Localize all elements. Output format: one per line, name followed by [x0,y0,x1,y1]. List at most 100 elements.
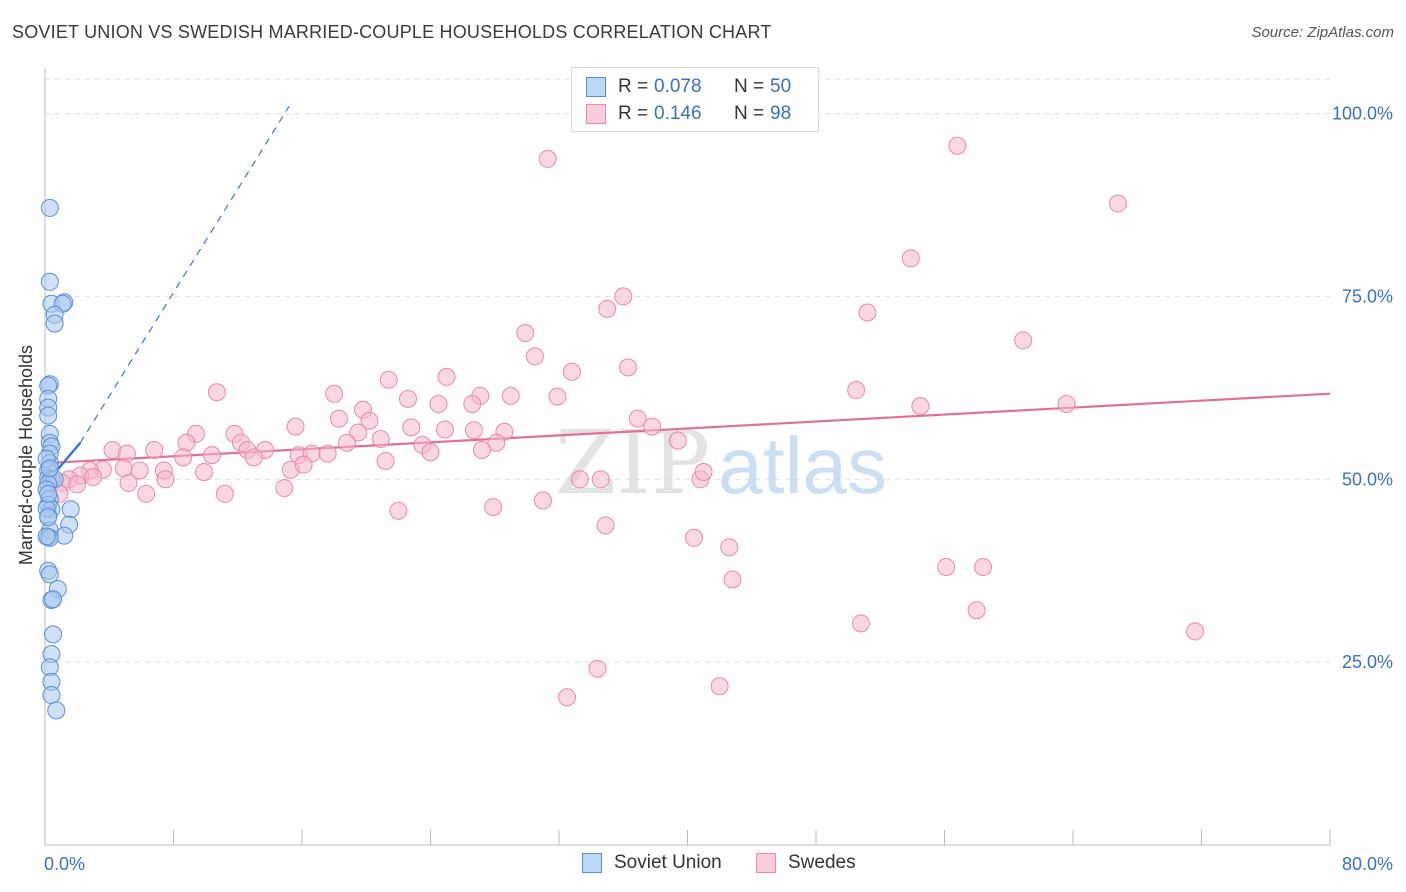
watermark-atlas: atlas [718,421,887,510]
swedes-point [643,417,662,436]
swedes-point [195,462,214,481]
n-value: 98 [770,103,792,124]
y-tick-label: 50.0% [1342,469,1393,489]
soviet-union-swatch [586,77,606,97]
swedes-point [487,433,506,452]
swedes-swatch [756,853,776,873]
gridlines [45,78,1330,663]
soviet-union-point [40,272,59,291]
legend-row-soviet-union: R = 0.078 N = 50 [586,75,791,99]
soviet-union-point [37,527,56,546]
swedes-point [484,498,503,517]
r-value: 0.146 [654,103,702,124]
soviet-union-point [42,686,61,705]
swedes-point [337,433,356,452]
swedes-point [525,347,544,366]
swedes-point [614,287,633,306]
swedes-point [203,446,222,465]
swedes-point [402,418,421,437]
swedes-point [858,303,877,322]
swedes-point [851,614,870,633]
r-value: 0.078 [654,76,702,97]
swedes-point [948,136,967,155]
swedes-point [591,470,610,489]
swedes-point [207,383,226,402]
swedes-point [421,443,440,462]
soviet-union-swatch [582,853,602,873]
swedes-point [1108,194,1127,213]
swedes-point [694,462,713,481]
x-tick-label: 80.0% [1342,854,1393,874]
soviet-union-point [40,198,59,217]
swedes-point [215,484,234,503]
soviet-union-points [37,198,80,720]
swedes-point [244,448,263,467]
swedes-point [117,444,136,463]
series-legend: Soviet Union Swedes [0,852,1406,878]
soviet-union-point [39,406,58,425]
swedes-point [501,386,520,405]
swedes-point [137,484,156,503]
n-label: N = [734,76,765,97]
swedes-point [974,558,993,577]
swedes-point [538,149,557,168]
soviet-union-point [44,590,63,609]
swedes-point [710,677,729,696]
swedes-points [50,103,1205,707]
swedes-point [472,441,491,460]
y-axis-label: Married-couple Households [16,345,36,565]
swedes-point [119,473,138,492]
swedes-point [847,381,866,400]
y-tick-label: 75.0% [1342,286,1393,306]
legend-item-swedes[interactable]: Swedes [756,852,856,874]
soviet-union-point [39,508,58,527]
swedes-point [130,461,149,480]
swedes-point [399,389,418,408]
swedes-point [619,358,638,377]
legend-item-soviet-union[interactable]: Soviet Union [582,852,722,874]
swedes-point [174,448,193,467]
swedes-point [1014,331,1033,350]
r-label: R = [618,103,649,124]
soviet-union-point [45,314,64,333]
swedes-point [516,324,535,342]
swedes-point [562,362,581,381]
soviet-union-trend-extension [79,105,290,444]
soviet-union-point [44,625,63,644]
y-tick-label: 100.0% [1332,104,1393,124]
swedes-point [329,409,348,428]
swedes-point [376,452,395,470]
tick-labels: 25.0% 50.0% 75.0% 100.0% 0.0% 80.0% [44,104,1393,874]
swedes-point [967,601,986,620]
swedes-point [1057,394,1076,413]
swedes-point [901,249,920,268]
swedes-point [325,384,344,403]
legend-label: Soviet Union [614,852,722,873]
swedes-point [177,433,196,452]
swedes-point [429,394,448,413]
swedes-point [349,423,368,442]
x-tick-label: 0.0% [44,854,85,874]
swedes-point [68,475,87,494]
swedes-point [684,528,703,547]
swedes-point [570,470,589,489]
soviet-union-point [47,701,66,720]
source-label: Source: ZipAtlas.com [1251,24,1394,41]
n-value: 50 [770,76,792,97]
correlation-legend: R = 0.078 N = 50 R = 0.146 N = 98 [571,67,819,132]
swedes-point [1186,622,1205,641]
swedes-point [437,367,456,386]
y-tick-label: 25.0% [1342,652,1393,672]
swedes-point [294,455,313,474]
swedes-point [275,479,294,498]
soviet-union-point [39,484,58,503]
soviet-union-point [61,500,80,519]
swedes-point [84,468,103,487]
swedes-point [558,688,577,707]
swedes-point [286,417,305,436]
swedes-point [435,420,454,439]
legend-label: Swedes [788,852,856,873]
swedes-point [533,491,552,510]
n-label: N = [734,103,765,124]
